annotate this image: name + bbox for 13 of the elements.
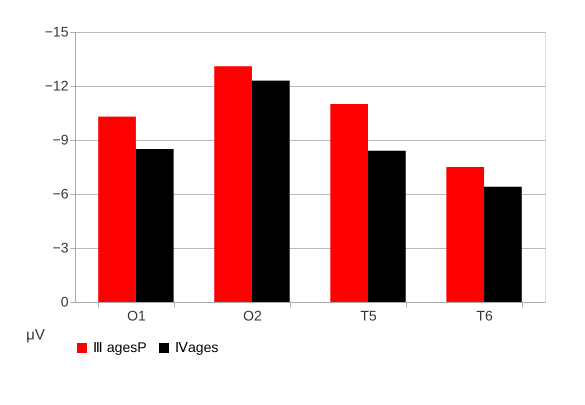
x-tick-label: T5 bbox=[360, 308, 377, 324]
legend-label: Ⅲ agesP bbox=[93, 339, 147, 355]
x-tick-label: T6 bbox=[476, 308, 493, 324]
y-tick-label: −12 bbox=[44, 78, 69, 94]
y-tick-label: −15 bbox=[44, 24, 69, 40]
y-tick-label: −3 bbox=[52, 240, 69, 256]
y-tick-label: −9 bbox=[52, 132, 69, 148]
y-tick-label: 0 bbox=[60, 294, 69, 310]
legend-label: Ⅳages bbox=[175, 339, 218, 355]
y-axis-title: μV bbox=[26, 326, 45, 344]
y-tick-label: −6 bbox=[52, 186, 69, 202]
x-tick-label: O1 bbox=[127, 308, 146, 324]
x-tick-label: O2 bbox=[243, 308, 262, 324]
